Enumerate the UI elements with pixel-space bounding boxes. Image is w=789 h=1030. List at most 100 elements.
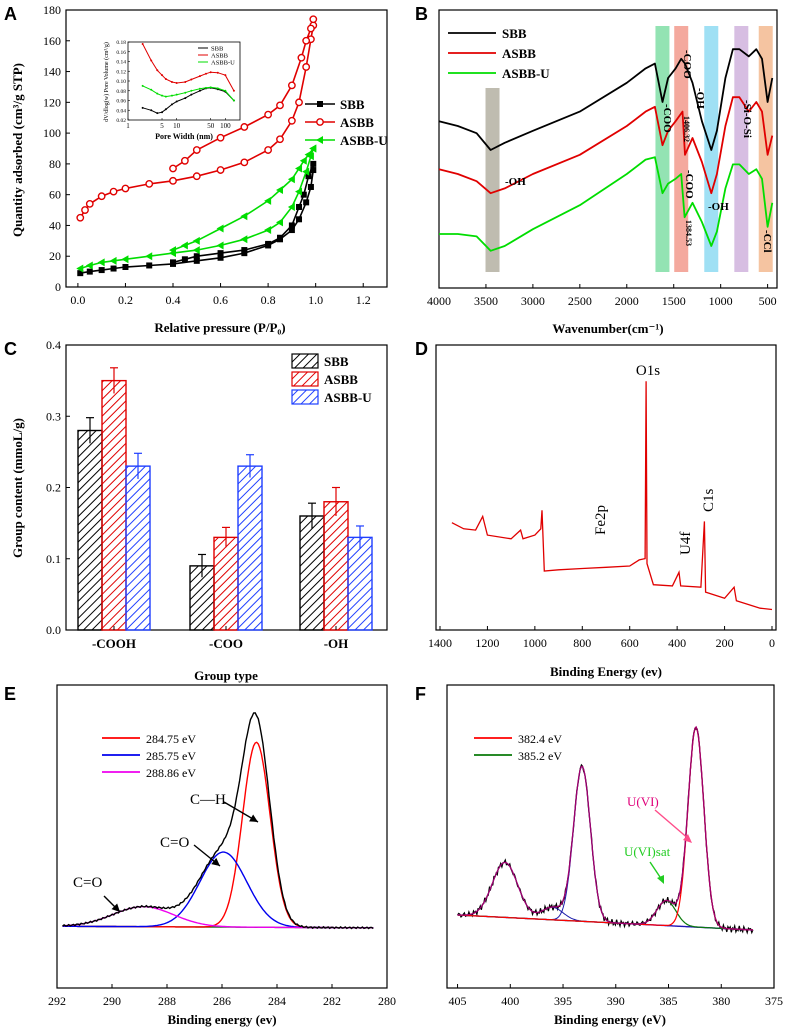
data-point (287, 81, 296, 90)
inset-point (161, 111, 164, 114)
x-tick-label: 1400 (428, 636, 452, 650)
panel-label-d: D (415, 339, 428, 359)
x-tick-label: 1.0 (308, 293, 323, 307)
bar-sbb (77, 429, 103, 631)
data-point (276, 101, 284, 110)
bar-asbb (101, 379, 127, 631)
data-point (169, 246, 176, 255)
annotation-co-2: C=O (73, 875, 102, 891)
x-tick-label: 1000 (523, 636, 547, 650)
x-tick-label: 385 (660, 994, 678, 1008)
inset-frame (127, 41, 241, 121)
inset-point (232, 89, 235, 92)
panel-c-x-ticks: -COOH -COO -OH (92, 626, 348, 651)
data-point (216, 224, 224, 233)
data-point (241, 247, 248, 254)
x-tick-label: -COOH (92, 636, 136, 651)
x-tick-label: 800 (573, 636, 591, 650)
inset-y-tick-label: 0.02 (116, 118, 126, 124)
inset-point (156, 112, 159, 115)
data-point (216, 133, 225, 142)
panel-c-bars (77, 367, 373, 631)
bar-asbb-u (125, 465, 151, 631)
legend-label: ASBB (324, 372, 358, 387)
inset-point (190, 89, 193, 92)
envelope-line (62, 712, 374, 930)
x-tick-label: 2000 (615, 294, 639, 308)
inset-x-tick-label: 100 (220, 122, 231, 130)
peak-label-u4f: U4f (678, 532, 694, 555)
inset-point (224, 74, 227, 77)
arrow-head (657, 875, 664, 884)
panel-d-frame (435, 344, 777, 631)
y-tick-label: 60 (49, 188, 61, 202)
x-tick-label: 3500 (474, 294, 498, 308)
annotation-arrow (654, 809, 691, 841)
data-point (240, 235, 248, 244)
data-point (145, 179, 154, 188)
legend-label: ASBB (340, 115, 374, 130)
panel-c-ylabel: Group content (mmoL/g) (10, 418, 25, 558)
data-point (297, 53, 306, 62)
x-tick-label: 2500 (568, 294, 592, 308)
data-point (296, 216, 303, 223)
data-point (192, 172, 201, 181)
bar-asbb-u (237, 465, 263, 631)
inset-y-tick-label: 0.06 (116, 99, 126, 105)
inset-y-tick-label: 0.14 (116, 60, 126, 66)
band-label: -OH (505, 176, 526, 188)
panel-e-xlabel: Binding energy (ev) (167, 1012, 276, 1027)
data-point (146, 262, 153, 269)
panel-d-x-ticks: 1400 1200 1000 800 600 400 200 0 (428, 626, 775, 650)
inset-point (164, 108, 167, 111)
inset-point (190, 78, 193, 81)
legend-swatch (291, 353, 319, 369)
panel-b-ftir: B 4000 3500 3000 2500 2000 1500 1000 500 SBB ASB… (415, 4, 778, 336)
panel-b-legend: SBB ASBB ASBB-U (448, 26, 550, 81)
x-tick-label: -OH (324, 636, 349, 651)
panel-label-e: E (4, 684, 16, 704)
data-point (276, 186, 283, 195)
data-point (240, 158, 249, 167)
data-point (264, 110, 273, 119)
data-point (264, 196, 272, 205)
inset-point (209, 86, 212, 89)
panel-a-y-ticks: 0 20 40 60 80 100 120 140 160 180 (43, 3, 70, 294)
inset-point (198, 89, 201, 92)
panel-c-group-content: C 0.0 0.1 0.2 0.3 0.4 -COOH -COO -OH SBB ASBB AS… (4, 338, 388, 683)
absorption-band (734, 26, 749, 272)
legend-label: ASBB (502, 46, 536, 61)
data-point (170, 259, 176, 266)
data-point (110, 265, 117, 272)
inset-point (170, 103, 173, 106)
inset-y-tick-label: 0.16 (116, 50, 126, 56)
legend-marker (316, 136, 323, 144)
data-point (295, 187, 303, 196)
inset-point (170, 80, 173, 83)
inset-ylabel: dV/dlog(w) Pore Volume (cm³/g) (103, 42, 110, 122)
panel-b-annotations: -OH-COO 1406.32-OH-COO1384.53-OH-Si-O-Si-… (505, 50, 773, 253)
inset-point (190, 93, 193, 96)
legend-swatch (291, 371, 319, 387)
inset-point (150, 109, 153, 112)
annotation-ch: C—H (190, 792, 226, 808)
panel-b-frame (438, 9, 778, 289)
panel-label-f: F (415, 684, 426, 704)
data-point (276, 135, 284, 144)
data-point (98, 267, 105, 274)
x-tick-label: 286 (213, 994, 231, 1008)
inset-legend-label: ASBB-U (211, 60, 235, 67)
panel-e-legend: 284.75 eV 285.75 eV 288.86 eV (102, 732, 196, 780)
data-point (276, 218, 283, 227)
x-tick-label: 1.2 (356, 293, 371, 307)
data-point (121, 255, 129, 264)
x-tick-label: 288 (158, 994, 176, 1008)
panel-e-series (62, 712, 374, 930)
x-tick-label: 1000 (709, 294, 733, 308)
inset-y-tick-label: 0.12 (116, 69, 126, 75)
inset-point (175, 100, 178, 103)
panel-c-xlabel: Group type (194, 668, 258, 683)
x-tick-label: 284 (268, 994, 286, 1008)
data-point (76, 213, 85, 222)
data-point (81, 206, 89, 214)
